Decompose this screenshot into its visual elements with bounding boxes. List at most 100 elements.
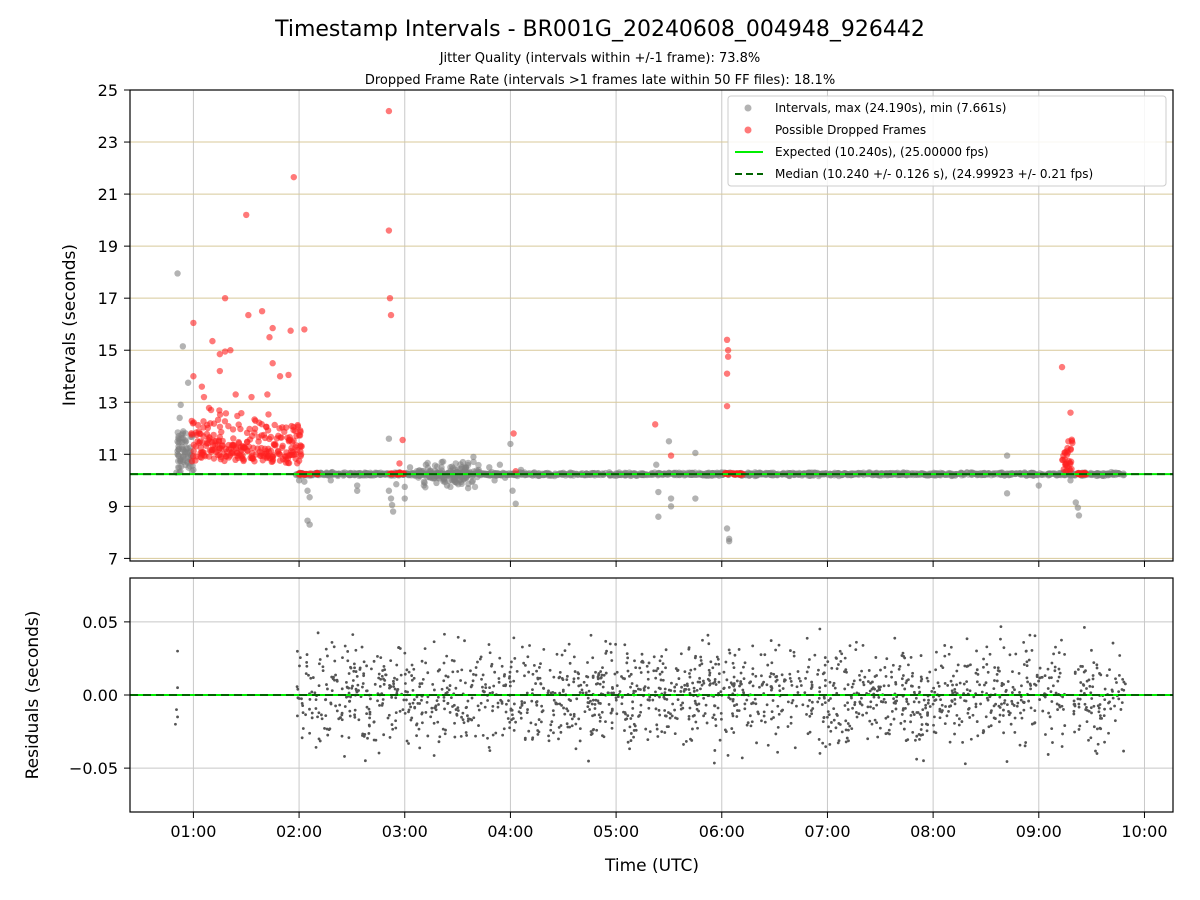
residual-point — [965, 680, 969, 683]
residual-point — [952, 674, 955, 678]
residual-point — [604, 671, 608, 675]
residual-point — [443, 732, 447, 736]
residual-point — [661, 678, 665, 682]
residual-point — [432, 754, 436, 757]
residual-point — [749, 680, 753, 684]
residual-point — [687, 714, 691, 718]
residual-point — [1041, 709, 1045, 713]
residual-point — [416, 701, 420, 705]
residual-point — [330, 641, 334, 644]
residual-point — [953, 687, 957, 691]
residual-point — [1107, 731, 1110, 735]
dropped-frame-point — [276, 425, 283, 432]
residual-point — [905, 697, 908, 701]
residual-point — [884, 674, 888, 678]
x-axis-label: Time (UTC) — [604, 856, 699, 876]
residual-point — [461, 711, 465, 715]
residual-point — [759, 653, 763, 657]
residual-point — [1001, 714, 1005, 717]
residual-point — [300, 697, 303, 701]
residual-point — [565, 674, 569, 678]
residual-point — [648, 695, 652, 699]
residual-point — [389, 659, 393, 663]
residual-point — [945, 714, 949, 718]
residual-point — [433, 706, 437, 710]
residual-point — [569, 713, 573, 717]
residual-point — [392, 682, 396, 686]
residual-point — [827, 725, 830, 729]
residual-point — [811, 707, 815, 710]
residual-point — [657, 708, 661, 712]
residual-point — [1082, 626, 1086, 629]
residual-point — [927, 698, 930, 702]
residual-point — [693, 699, 697, 703]
residual-point — [494, 731, 498, 735]
interval-point — [420, 478, 428, 485]
dropped-frame-point — [229, 450, 236, 457]
residual-point — [687, 647, 691, 651]
residual-point — [635, 684, 639, 688]
residual-point — [639, 688, 642, 691]
residual-point — [301, 727, 305, 730]
dropped-frame-point — [222, 410, 230, 417]
residual-point — [1004, 688, 1008, 692]
residual-point — [890, 710, 894, 713]
dropped-frame-point — [214, 416, 222, 424]
residual-point — [730, 682, 734, 686]
residual-point — [918, 713, 922, 716]
dropped-frame-point — [385, 107, 393, 115]
residual-point — [378, 703, 381, 707]
residual-point — [604, 651, 608, 655]
residual-point — [883, 666, 887, 669]
residual-point — [1007, 710, 1010, 713]
residual-point — [669, 712, 672, 716]
residual-point — [743, 661, 747, 665]
residual-point — [620, 702, 624, 706]
dropped-frame-point — [246, 425, 253, 433]
residual-point — [827, 713, 831, 717]
residual-point — [565, 678, 569, 682]
residual-point — [625, 652, 629, 656]
residual-point — [950, 689, 954, 693]
interval-point — [182, 438, 190, 445]
residual-point — [713, 704, 716, 708]
residual-point — [586, 705, 590, 708]
residual-point — [1013, 716, 1017, 720]
residual-point — [907, 663, 910, 667]
residual-point — [559, 730, 563, 734]
residual-point — [1019, 698, 1023, 702]
residual-point — [345, 685, 349, 689]
residual-point — [768, 675, 772, 679]
residual-point — [1092, 704, 1096, 708]
interval-point — [438, 458, 445, 466]
dropped-frame-point — [190, 373, 197, 380]
residual-point — [313, 691, 317, 695]
interval-point — [353, 482, 361, 489]
residual-point — [581, 691, 585, 695]
residual-point — [527, 670, 531, 674]
residual-point — [604, 639, 608, 643]
residual-point — [1119, 708, 1123, 711]
residual-point — [298, 656, 302, 659]
residual-point — [911, 671, 915, 675]
residual-point — [758, 685, 761, 689]
residual-point — [476, 660, 479, 664]
interval-point — [459, 458, 467, 466]
residual-point — [520, 700, 524, 703]
residual-point — [1113, 719, 1117, 723]
residual-point — [353, 713, 357, 717]
residual-point — [328, 727, 332, 731]
residual-point — [692, 689, 696, 693]
interval-point — [190, 466, 197, 474]
residual-point — [610, 709, 614, 712]
dropped-frame-point — [251, 458, 258, 465]
residual-point — [585, 683, 589, 687]
residual-point — [300, 702, 304, 705]
residual-point — [1089, 736, 1093, 740]
residual-point — [466, 714, 469, 718]
residual-point — [572, 680, 576, 684]
residual-point — [483, 705, 487, 709]
y-tick-label: 7 — [108, 549, 118, 568]
residual-point — [846, 708, 850, 711]
residual-point — [407, 708, 411, 712]
